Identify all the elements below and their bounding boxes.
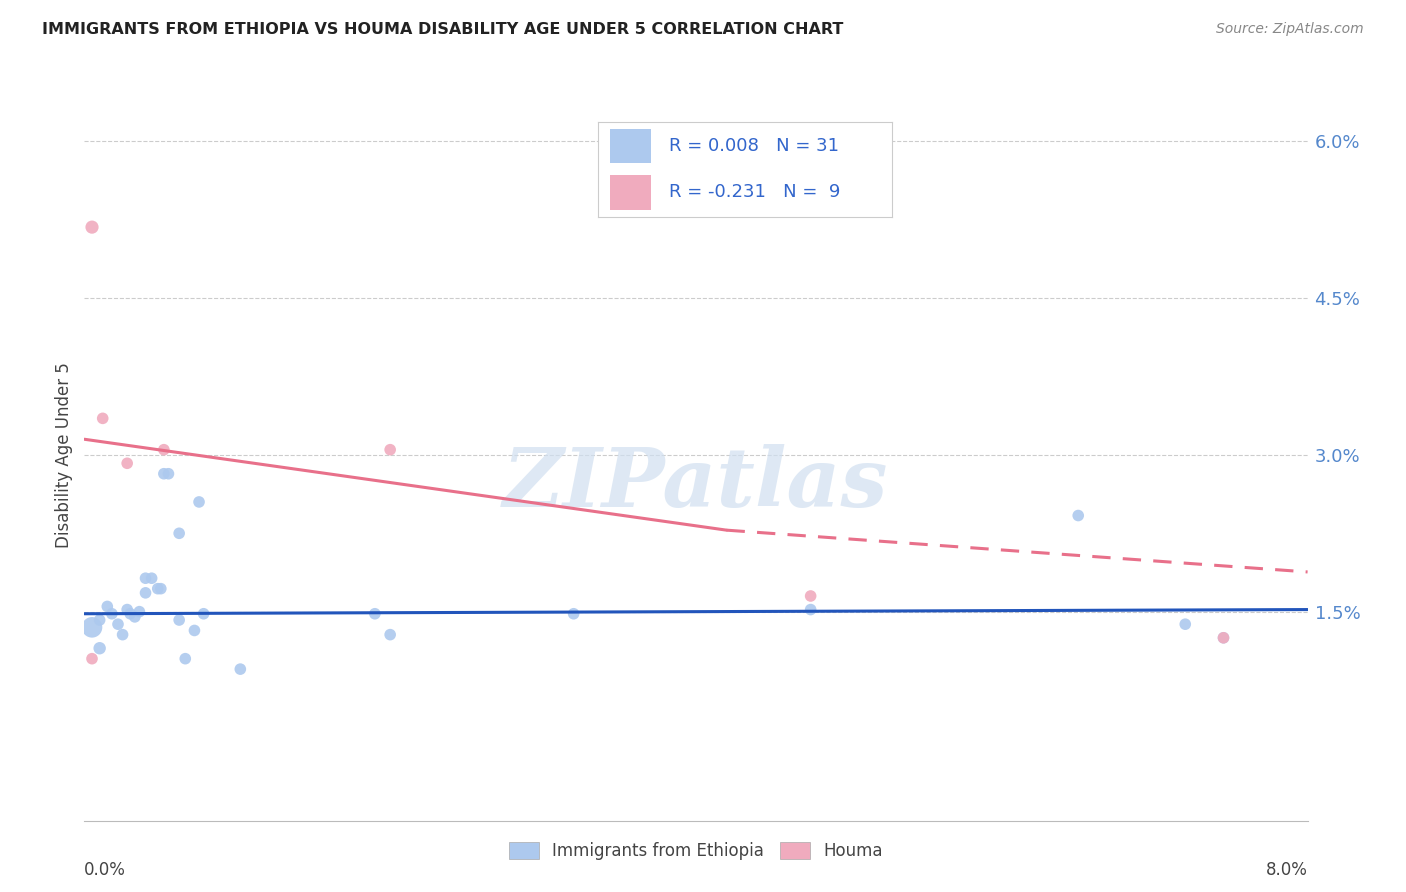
Text: 0.0%: 0.0% (84, 861, 127, 879)
Text: 8.0%: 8.0% (1265, 861, 1308, 879)
Point (167, 613, 190, 627)
Point (96, 599, 118, 614)
Point (91, 411, 114, 425)
Point (1212, 631, 1234, 645)
Text: IMMIGRANTS FROM ETHIOPIA VS HOUMA DISABILITY AGE UNDER 5 CORRELATION CHART: IMMIGRANTS FROM ETHIOPIA VS HOUMA DISABI… (42, 22, 844, 37)
Point (1174, 617, 1197, 632)
Point (101, 607, 124, 621)
Point (188, 495, 211, 509)
Point (115, 602, 138, 616)
Point (80, 220, 103, 235)
Point (229, 662, 252, 676)
Text: Source: ZipAtlas.com: Source: ZipAtlas.com (1216, 22, 1364, 37)
Point (1067, 508, 1090, 523)
Point (141, 571, 163, 585)
Point (146, 582, 169, 596)
Point (800, 602, 823, 616)
Point (174, 651, 197, 665)
Point (167, 526, 190, 541)
Point (135, 586, 157, 600)
Point (193, 607, 215, 621)
Point (89, 613, 111, 627)
Legend: Immigrants from Ethiopia, Houma: Immigrants from Ethiopia, Houma (502, 836, 890, 867)
Point (135, 571, 157, 585)
Point (800, 589, 823, 603)
Y-axis label: Disability Age Under 5: Disability Age Under 5 (55, 362, 73, 548)
Point (1212, 631, 1234, 645)
Point (124, 610, 146, 624)
Point (183, 624, 205, 638)
Point (120, 607, 142, 621)
Point (111, 627, 134, 641)
Point (380, 442, 402, 457)
Point (149, 582, 172, 596)
Point (80, 651, 103, 665)
Point (380, 627, 402, 641)
Point (115, 456, 138, 470)
Point (562, 607, 585, 621)
Text: ZIPatlas: ZIPatlas (503, 444, 889, 524)
Point (128, 605, 150, 619)
Point (157, 467, 180, 481)
Point (80, 620, 103, 634)
Point (89, 641, 111, 656)
Point (153, 467, 176, 481)
Point (107, 617, 129, 632)
Point (364, 607, 387, 621)
Point (153, 442, 176, 457)
